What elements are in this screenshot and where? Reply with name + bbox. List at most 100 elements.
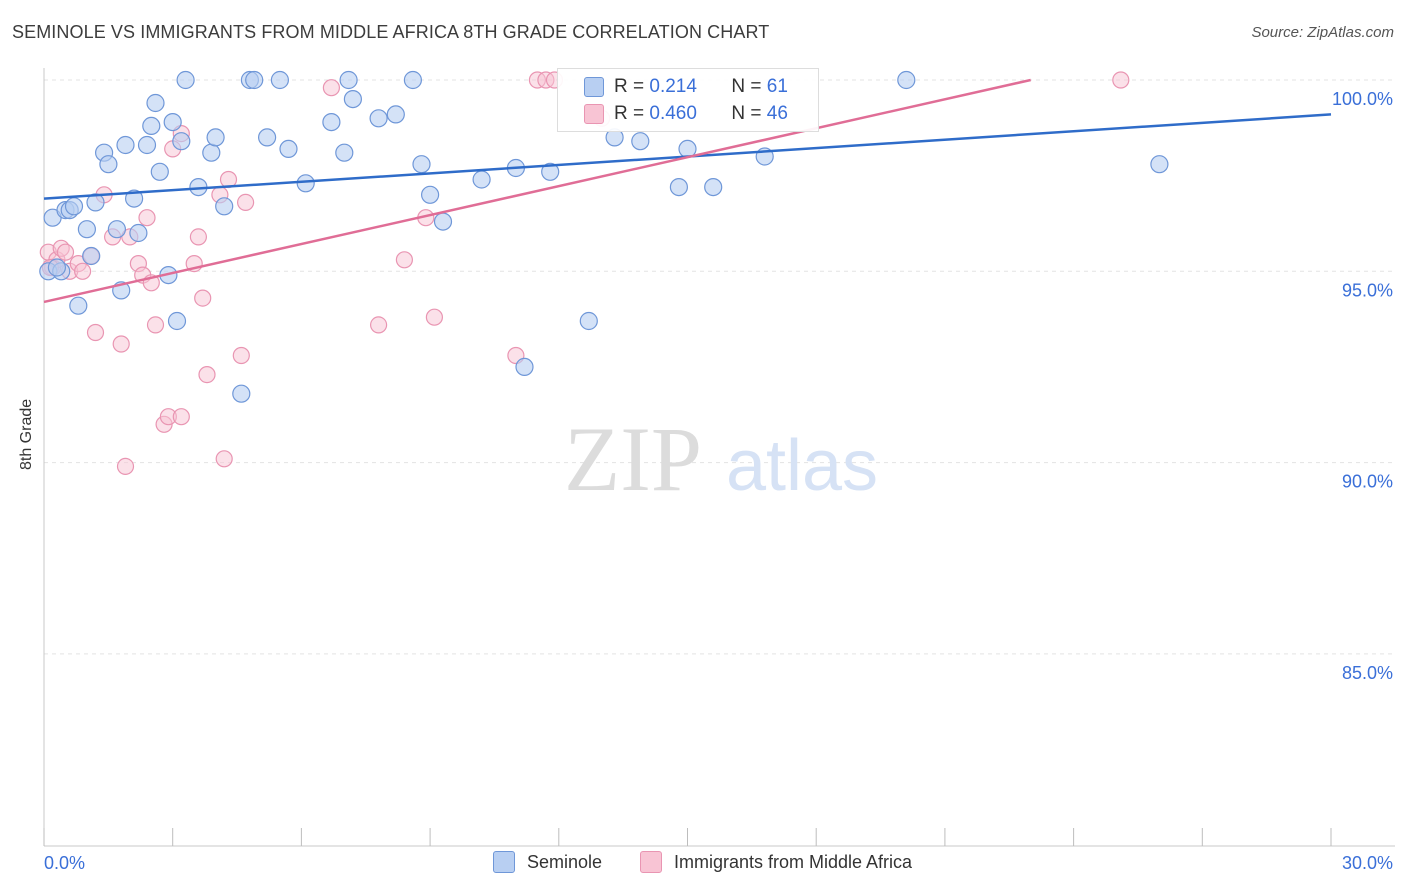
data-point-seminole (146, 93, 165, 113)
stats-legend-row-seminole: R = 0.214 N = 61 (558, 73, 788, 101)
r-label: R = (614, 76, 645, 97)
data-point-immigrants (237, 193, 255, 211)
data-point-seminole (279, 139, 298, 158)
legend-swatch-seminole (584, 77, 604, 97)
data-point-immigrants (138, 209, 156, 227)
data-point-immigrants (232, 346, 250, 365)
data-point-immigrants (86, 323, 105, 342)
legend-swatch-seminole (493, 851, 515, 873)
x-tick-label: 30.0% (1342, 853, 1393, 873)
y-tick-label: 95.0% (1342, 280, 1393, 300)
data-point-seminole (167, 311, 187, 331)
y-tick-label: 85.0% (1342, 663, 1393, 683)
data-point-seminole (421, 185, 440, 204)
data-point-seminole (64, 197, 84, 216)
tick-labels: 85.0% 90.0% 95.0% 100.0% 0.0% 30.0% (44, 89, 1393, 873)
n-label: N = (731, 103, 762, 124)
legend-swatch-immigrants (584, 104, 604, 124)
data-point-seminole (163, 112, 182, 132)
data-point-seminole (245, 70, 264, 90)
data-point-seminole (296, 174, 315, 193)
data-point-seminole (631, 132, 650, 151)
data-point-seminole (339, 70, 358, 90)
data-point-immigrants (322, 79, 340, 97)
data-point-seminole (125, 189, 144, 208)
data-point-immigrants (215, 450, 233, 468)
x-tick-label: 0.0% (44, 853, 85, 873)
data-point-seminole (412, 155, 431, 174)
data-point-seminole (172, 132, 191, 151)
data-point-seminole (258, 128, 277, 147)
data-point-seminole (69, 296, 88, 315)
data-point-immigrants (73, 262, 92, 280)
data-point-seminole (150, 162, 169, 181)
data-point-immigrants (146, 316, 165, 334)
y-axis-label: 8th Grade (18, 398, 35, 470)
data-point-seminole (472, 170, 491, 189)
data-point-seminole (142, 116, 161, 136)
gridlines (44, 79, 1395, 655)
data-point-seminole (403, 70, 422, 90)
watermark-zip: ZIP (564, 408, 702, 510)
data-point-seminole (515, 357, 534, 376)
source-label: Source: ZipAtlas.com (1251, 24, 1394, 41)
data-point-seminole (215, 197, 234, 216)
data-point-seminole (116, 135, 135, 155)
data-point-seminole (579, 311, 598, 331)
data-point-seminole (335, 143, 354, 162)
data-point-immigrants (116, 457, 135, 475)
data-point-seminole (107, 220, 127, 239)
data-point-seminole (897, 70, 916, 90)
data-point-seminole (86, 193, 105, 212)
chart-title: SEMINOLE VS IMMIGRANTS FROM MIDDLE AFRIC… (12, 22, 770, 42)
trend-lines (43, 78, 1332, 304)
data-point-seminole (47, 258, 67, 277)
legend-label-immigrants: Immigrants from Middle Africa (674, 851, 913, 872)
data-point-seminole (541, 162, 560, 181)
legend-label-seminole: Seminole (527, 851, 603, 872)
data-point-immigrants (189, 228, 207, 246)
data-point-seminole (386, 105, 405, 124)
legend-swatch-immigrants (640, 851, 662, 873)
data-point-seminole (206, 128, 225, 147)
data-point-seminole (1150, 155, 1169, 174)
data-point-seminole (669, 178, 689, 197)
watermark: ZIP atlas (564, 408, 878, 510)
data-point-seminole (82, 246, 101, 266)
data-point-immigrants (425, 308, 443, 326)
data-point-seminole (232, 384, 251, 403)
data-point-immigrants (112, 335, 130, 353)
data-point-seminole (704, 178, 723, 197)
data-point-immigrants (198, 366, 216, 384)
data-point-immigrants (370, 316, 388, 334)
r-label: R = (614, 103, 645, 124)
r-value-immigrants: 0.460 (649, 103, 697, 124)
data-point-seminole (129, 223, 148, 243)
data-point-seminole (137, 135, 157, 155)
data-point-seminole (99, 155, 118, 174)
n-label: N = (731, 76, 762, 97)
legend-item-immigrants[interactable]: Immigrants from Middle Africa (640, 851, 912, 873)
data-point-seminole (176, 70, 195, 90)
series-seminole-points (39, 70, 1169, 403)
watermark-atlas: atlas (726, 426, 878, 506)
data-point-immigrants (172, 408, 190, 426)
legend-item-seminole[interactable]: Seminole (493, 851, 602, 873)
data-point-seminole (343, 89, 362, 109)
data-point-immigrants (56, 243, 75, 261)
data-point-immigrants (395, 251, 413, 269)
y-tick-label: 90.0% (1342, 472, 1393, 492)
n-value-seminole: 61 (766, 76, 788, 97)
stats-legend-row-immigrants: R = 0.460 N = 46 (558, 100, 788, 128)
data-point-seminole (77, 220, 97, 239)
y-tick-label: 100.0% (1332, 89, 1393, 109)
data-point-immigrants (1112, 71, 1130, 89)
trend-line-immigrants (43, 78, 1031, 304)
data-point-seminole (270, 70, 289, 90)
data-point-seminole (202, 143, 221, 162)
r-value-seminole: 0.214 (649, 76, 697, 97)
data-point-seminole (369, 109, 388, 128)
data-point-seminole (433, 212, 453, 231)
n-value-immigrants: 46 (766, 103, 788, 124)
